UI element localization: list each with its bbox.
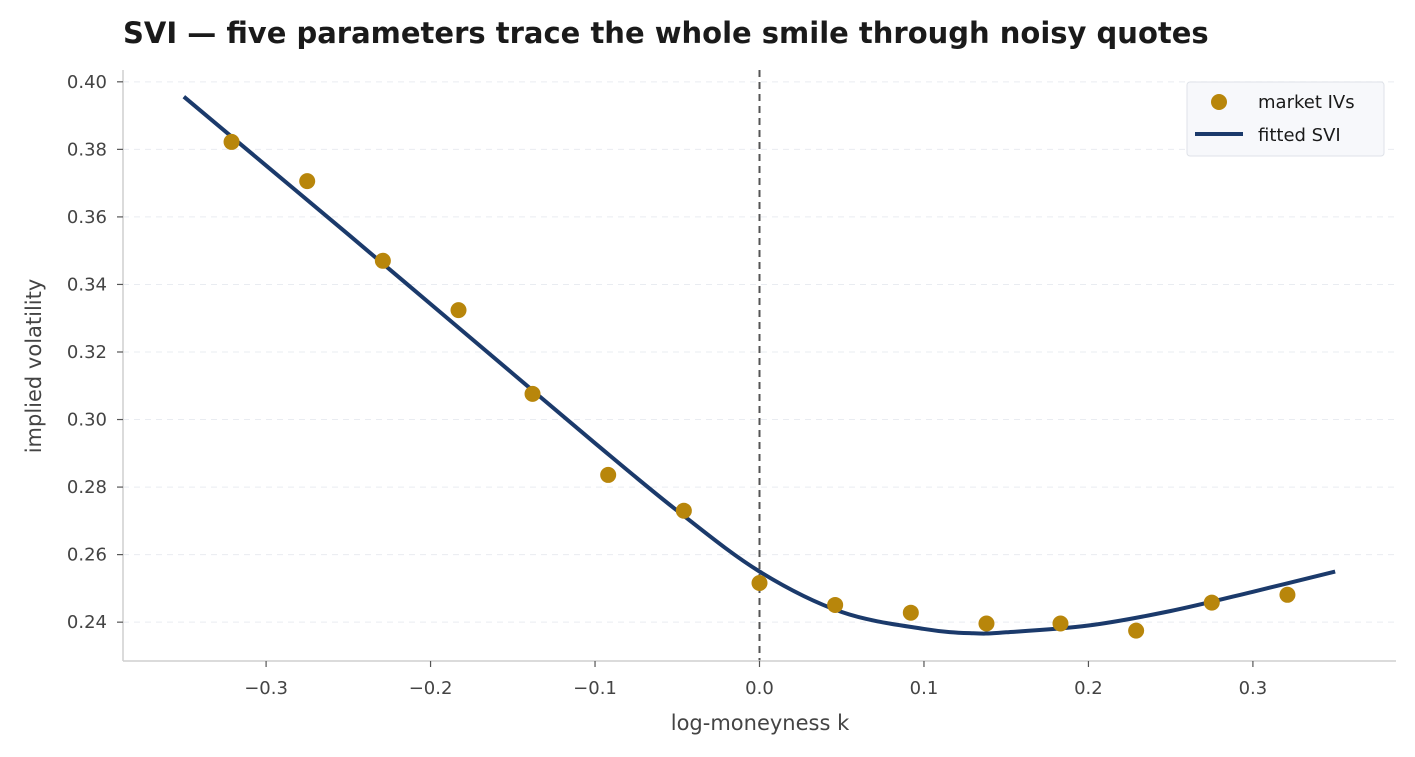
- x-tick-label-1: −0.2: [409, 678, 453, 699]
- legend-label-fitted-svi: fitted SVI: [1258, 125, 1341, 146]
- market-iv-point-1: [299, 173, 316, 190]
- x-tick-label-4: 0.1: [910, 678, 939, 699]
- market-iv-point-4: [524, 385, 541, 402]
- market-iv-point-11: [1052, 615, 1069, 632]
- fitted-line-group: [182, 95, 1336, 636]
- market-iv-point-7: [751, 574, 768, 591]
- legend-box: [1186, 81, 1385, 157]
- y-tick-label-7: 0.38: [67, 139, 107, 160]
- gridlines: [123, 81, 1396, 623]
- x-tick-label-0: −0.3: [244, 678, 288, 699]
- y-tick-label-5: 0.34: [67, 274, 107, 295]
- market-iv-point-14: [1279, 586, 1296, 603]
- market-points-group: [223, 133, 1296, 639]
- x-axis-label: log-moneyness k: [671, 711, 850, 735]
- y-tick-label-0: 0.24: [67, 612, 107, 633]
- y-tick-label-8: 0.40: [67, 72, 107, 93]
- fitted-svi-line: [182, 95, 1336, 636]
- x-tick-label-6: 0.3: [1239, 678, 1268, 699]
- y-axis-label: implied volatility: [22, 279, 46, 454]
- market-iv-point-6: [675, 502, 692, 519]
- y-tick-label-1: 0.26: [67, 545, 107, 566]
- market-iv-point-9: [902, 604, 919, 621]
- legend: market IVs fitted SVI: [1186, 81, 1385, 157]
- y-tick-label-3: 0.30: [67, 410, 107, 431]
- market-iv-point-10: [978, 615, 995, 632]
- market-iv-point-0: [223, 133, 240, 150]
- market-iv-point-2: [374, 252, 391, 269]
- market-iv-point-13: [1203, 594, 1220, 611]
- y-axis-ticks: 0.24 0.26 0.28 0.30 0.32 0.34 0.36 0.38 0.40: [67, 72, 123, 633]
- market-iv-point-12: [1128, 622, 1145, 639]
- market-iv-point-3: [450, 302, 467, 319]
- market-iv-point-5: [600, 466, 617, 483]
- y-tick-label-4: 0.32: [67, 342, 107, 363]
- x-tick-label-5: 0.2: [1074, 678, 1103, 699]
- x-axis-ticks: −0.3 −0.2 −0.1 0.0 0.1 0.2 0.3: [244, 661, 1267, 699]
- x-tick-label-2: −0.1: [573, 678, 617, 699]
- legend-point-marker: [1211, 94, 1227, 110]
- chart-title: SVI — five parameters trace the whole sm…: [123, 16, 1209, 50]
- legend-label-market-ivs: market IVs: [1258, 92, 1355, 113]
- y-tick-label-2: 0.28: [67, 477, 107, 498]
- market-iv-point-8: [827, 596, 844, 613]
- x-tick-label-3: 0.0: [745, 678, 774, 699]
- y-tick-label-6: 0.36: [67, 207, 107, 228]
